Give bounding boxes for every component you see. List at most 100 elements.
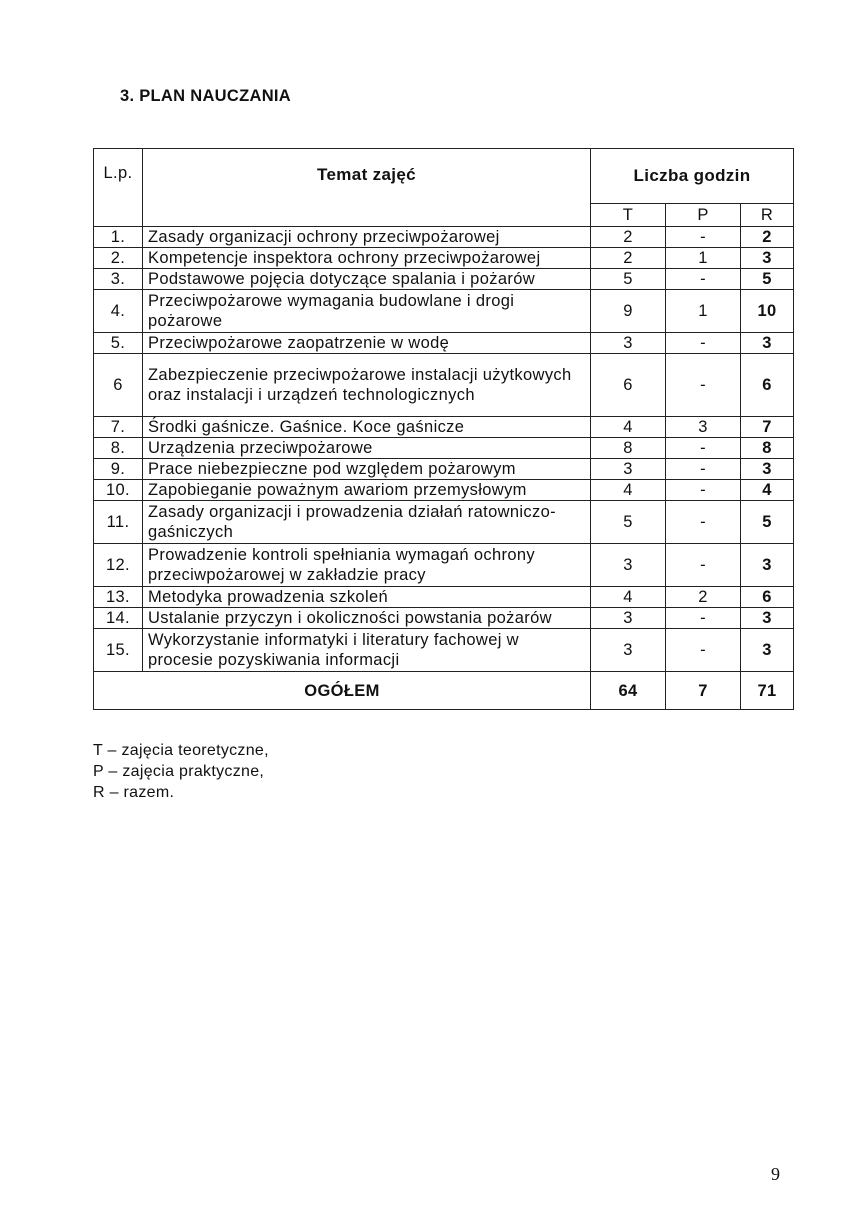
section-heading: 3. PLAN NAUCZANIA <box>120 87 292 105</box>
row-topic: Kompetencje inspektora ochrony przeciwpo… <box>142 247 591 269</box>
total-label: OGÓŁEM <box>93 671 591 710</box>
row-r: 7 <box>739 416 795 438</box>
table-row: 5. Przeciwpożarowe zaopatrzenie w wodę 3-3 <box>93 332 795 354</box>
row-lp: 9. <box>93 458 143 480</box>
row-p: 2 <box>665 586 741 608</box>
row-p: 3 <box>665 416 741 438</box>
row-lp: 11. <box>93 500 143 544</box>
row-lp: 13. <box>93 586 143 608</box>
table-row: 8. Urządzenia przeciwpożarowe 8-8 <box>93 437 795 459</box>
row-t: 3 <box>590 628 666 672</box>
row-p: 1 <box>665 289 741 333</box>
row-p: - <box>665 479 741 501</box>
row-p: - <box>665 458 741 480</box>
table-row: 15. Wykorzystanie informatyki i literatur… <box>93 628 795 672</box>
total-row: OGÓŁEM 64 7 71 <box>93 671 795 710</box>
row-r: 2 <box>739 226 795 248</box>
row-t: 3 <box>590 543 666 587</box>
row-lp: 3. <box>93 268 143 290</box>
row-r: 3 <box>739 628 795 672</box>
table-row: 3. Podstawowe pojęcia dotyczące spalania … <box>93 268 795 290</box>
header-p: P <box>665 203 741 227</box>
row-topic: Środki gaśnicze. Gaśnice. Koce gaśnicze <box>142 416 591 438</box>
row-t: 5 <box>590 500 666 544</box>
row-t: 4 <box>590 586 666 608</box>
row-topic: Wykorzystanie informatyki i literatury f… <box>142 628 591 672</box>
row-lp: 10. <box>93 479 143 501</box>
row-lp: 12. <box>93 543 143 587</box>
row-lp: 14. <box>93 607 143 629</box>
row-r: 8 <box>739 437 795 459</box>
legend-r: R – razem. <box>93 784 175 801</box>
table-row: 4. Przeciwpożarowe wymagania budowlane i … <box>93 289 795 333</box>
total-r: 71 <box>739 671 795 710</box>
row-lp: 8. <box>93 437 143 459</box>
row-r: 10 <box>739 289 795 333</box>
header-r: R <box>739 203 795 227</box>
row-lp: 15. <box>93 628 143 672</box>
row-p: - <box>665 543 741 587</box>
row-r: 3 <box>739 543 795 587</box>
row-r: 6 <box>739 586 795 608</box>
row-r: 5 <box>739 268 795 290</box>
row-p: - <box>665 628 741 672</box>
row-p: - <box>665 226 741 248</box>
legend-t: T – zajęcia teoretyczne, <box>93 742 269 759</box>
row-lp: 4. <box>93 289 143 333</box>
row-topic: Zabezpieczenie przeciwpożarowe instalacj… <box>142 353 591 417</box>
row-topic: Zasady organizacji ochrony przeciwpożaro… <box>142 226 591 248</box>
header-lp: L.p. <box>93 148 143 227</box>
row-p: 1 <box>665 247 741 269</box>
row-lp: 1. <box>93 226 143 248</box>
row-r: 3 <box>739 332 795 354</box>
row-topic: Urządzenia przeciwpożarowe <box>142 437 591 459</box>
row-t: 2 <box>590 247 666 269</box>
table-row: 10. Zapobieganie poważnym awariom przemys… <box>93 479 795 501</box>
row-lp: 2. <box>93 247 143 269</box>
row-topic: Przeciwpożarowe wymagania budowlane i dr… <box>142 289 591 333</box>
header-t: T <box>590 203 666 227</box>
row-topic: Zasady organizacji i prowadzenia działań… <box>142 500 591 544</box>
row-p: - <box>665 607 741 629</box>
row-t: 8 <box>590 437 666 459</box>
row-lp: 7. <box>93 416 143 438</box>
row-t: 2 <box>590 226 666 248</box>
row-r: 4 <box>739 479 795 501</box>
total-p: 7 <box>665 671 741 710</box>
row-t: 5 <box>590 268 666 290</box>
row-topic: Metodyka prowadzenia szkoleń <box>142 586 591 608</box>
row-topic: Prowadzenie kontroli spełniania wymagań … <box>142 543 591 587</box>
row-t: 3 <box>590 607 666 629</box>
row-p: - <box>665 500 741 544</box>
row-r: 6 <box>739 353 795 417</box>
table-row: 9. Prace niebezpieczne pod względem pożar… <box>93 458 795 480</box>
legend: T – zajęcia teoretyczne, P – zajęcia pra… <box>93 740 269 803</box>
row-p: - <box>665 268 741 290</box>
row-p: - <box>665 437 741 459</box>
curriculum-table: L.p. Temat zajęć Liczba godzin T P R 1. Z… <box>93 148 795 710</box>
row-t: 3 <box>590 332 666 354</box>
row-r: 3 <box>739 247 795 269</box>
row-r: 5 <box>739 500 795 544</box>
table-row: 7. Środki gaśnicze. Gaśnice. Koce gaśnicz… <box>93 416 795 438</box>
header-hours: Liczba godzin <box>589 148 795 204</box>
row-topic: Przeciwpożarowe zaopatrzenie w wodę <box>142 332 591 354</box>
table-row: 1. Zasady organizacji ochrony przeciwpoża… <box>93 226 795 248</box>
row-topic: Prace niebezpieczne pod względem pożarow… <box>142 458 591 480</box>
table-row: 14. Ustalanie przyczyn i okoliczności pow… <box>93 607 795 629</box>
row-topic: Zapobieganie poważnym awariom przemysłow… <box>142 479 591 501</box>
row-t: 4 <box>590 479 666 501</box>
row-p: - <box>665 332 741 354</box>
row-t: 3 <box>590 458 666 480</box>
row-lp: 6 <box>93 353 143 417</box>
table-row: 2. Kompetencje inspektora ochrony przeciw… <box>93 247 795 269</box>
page-number: 9 <box>771 1164 780 1184</box>
legend-p: P – zajęcia praktyczne, <box>93 763 265 780</box>
row-t: 9 <box>590 289 666 333</box>
row-topic: Podstawowe pojęcia dotyczące spalania i … <box>142 268 591 290</box>
row-lp: 5. <box>93 332 143 354</box>
table-row: 11. Zasady organizacji i prowadzenia dzia… <box>93 500 795 544</box>
row-t: 4 <box>590 416 666 438</box>
table-row: 6 Zabezpieczenie przeciwpożarowe instalac… <box>93 353 795 417</box>
row-p: - <box>665 353 741 417</box>
